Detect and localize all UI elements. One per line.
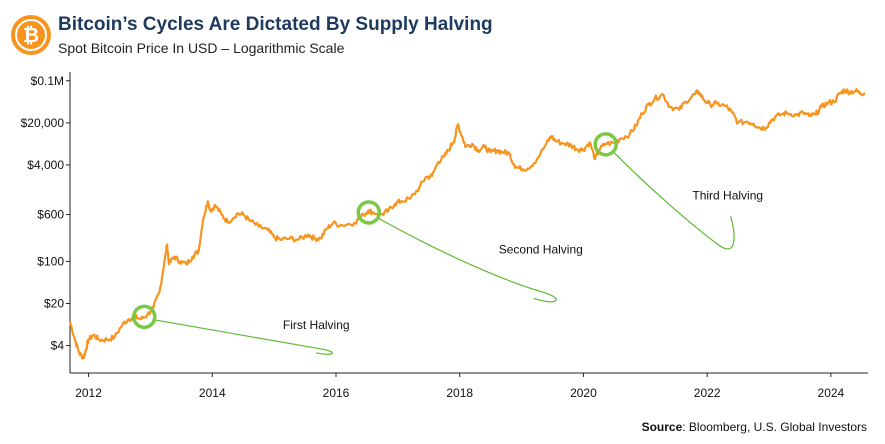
x-tick-label: 2022 bbox=[694, 386, 721, 400]
x-tick-label: 2024 bbox=[818, 386, 845, 400]
y-tick-label: $100 bbox=[37, 254, 64, 268]
halving-marker bbox=[356, 200, 382, 225]
halving-leader-line bbox=[154, 319, 333, 355]
source-text: : Bloomberg, U.S. Global Investors bbox=[682, 420, 867, 434]
y-tick-label: $0.1M bbox=[31, 74, 64, 88]
source-label: Source bbox=[641, 420, 683, 434]
svg-text:₿: ₿ bbox=[23, 25, 39, 47]
halving-annotation-lines bbox=[154, 151, 735, 355]
y-tick-label: $4,000 bbox=[27, 158, 64, 172]
y-tick-label: $20 bbox=[44, 296, 64, 310]
halving-label: First Halving bbox=[283, 318, 350, 332]
y-tick-label: $4 bbox=[51, 339, 65, 353]
halving-leader-line bbox=[378, 217, 557, 303]
chart-subtitle: Spot Bitcoin Price In USD – Logarithmic … bbox=[58, 40, 345, 56]
price-series-line bbox=[68, 88, 866, 360]
source-note: Source: Bloomberg, U.S. Global Investors bbox=[642, 420, 867, 434]
halving-label: Third Halving bbox=[692, 188, 763, 202]
halving-leader-line bbox=[613, 151, 735, 250]
chart-ticks: $4 $20 $100 $600 $4,000 $20,000 $0.1M 2012 2014 2… bbox=[21, 74, 845, 400]
halving-markers: First Halving Second Halving Third Halving bbox=[131, 132, 763, 332]
x-tick-label: 2018 bbox=[446, 386, 473, 400]
halving-marker bbox=[131, 304, 157, 330]
halving-marker bbox=[593, 132, 618, 157]
y-tick-label: $20,000 bbox=[21, 116, 65, 130]
x-tick-label: 2020 bbox=[570, 386, 597, 400]
halving-label: Second Halving bbox=[499, 242, 583, 256]
x-tick-label: 2014 bbox=[199, 386, 226, 400]
x-tick-label: 2016 bbox=[323, 386, 350, 400]
x-tick-label: 2012 bbox=[75, 386, 102, 400]
chart-title: Bitcoin’s Cycles Are Dictated By Supply … bbox=[58, 14, 493, 35]
bitcoin-coin-icon: ₿ bbox=[11, 15, 51, 55]
chart-axes bbox=[69, 72, 868, 374]
y-tick-label: $600 bbox=[37, 208, 64, 222]
